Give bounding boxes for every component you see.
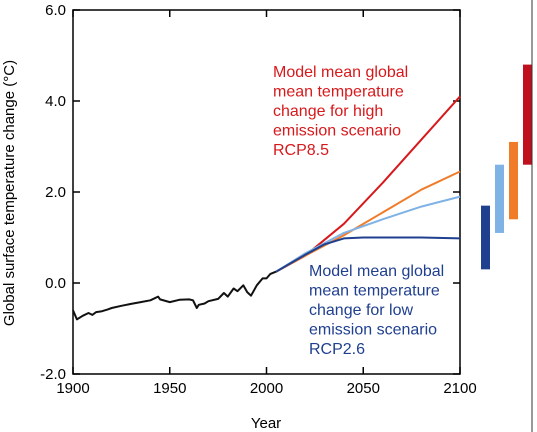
ann-high-line: mean temperature bbox=[273, 84, 404, 101]
ann-low-line: RCP2.6 bbox=[309, 341, 365, 358]
x-tick-label: 1900 bbox=[56, 380, 89, 397]
x-tick-label: 2100 bbox=[443, 380, 476, 397]
series-line-0 bbox=[72, 270, 277, 321]
range-bar-2 bbox=[509, 141, 518, 220]
ann-low-line: emission scenario bbox=[309, 322, 437, 339]
x-tick-label: 1950 bbox=[153, 380, 186, 397]
annotation-high-emission: Model mean global mean temperature change … bbox=[273, 64, 408, 159]
ann-high-line: RCP8.5 bbox=[273, 142, 329, 159]
x-tick-label: 2050 bbox=[347, 380, 380, 397]
y-tick-label: 4.0 bbox=[45, 93, 66, 110]
x-tick-label: 2000 bbox=[250, 380, 283, 397]
ann-high-line: emission scenario bbox=[273, 123, 401, 140]
series-line-3 bbox=[275, 195, 461, 273]
series-layer bbox=[72, 95, 461, 321]
range-bar-0 bbox=[481, 205, 490, 270]
range-bar-1 bbox=[495, 164, 504, 233]
y-axis-label: Global surface temperature change (°C) bbox=[1, 60, 18, 326]
ann-low-line: Model mean global bbox=[309, 263, 444, 280]
y-tick-label: -2.0 bbox=[40, 366, 66, 383]
ann-low-line: change for low bbox=[309, 302, 414, 319]
ann-low-line: mean temperature bbox=[309, 283, 440, 300]
y-tick-label: 6.0 bbox=[45, 2, 66, 19]
y-tick-label: 2.0 bbox=[45, 184, 66, 201]
range-bars bbox=[481, 64, 532, 270]
annotation-low-emission: Model mean global mean temperature change … bbox=[309, 263, 444, 358]
y-tick-label: 0.0 bbox=[45, 275, 66, 292]
series-line-4 bbox=[275, 236, 461, 273]
axis-ticks: 1900 1950 2000 2050 2100 -2.0 0.0 2.0 4.0 6.0 bbox=[40, 2, 477, 397]
range-bar-3 bbox=[523, 64, 532, 165]
ann-high-line: change for high bbox=[273, 103, 383, 120]
x-axis-label: Year bbox=[251, 415, 281, 432]
ann-high-line: Model mean global bbox=[273, 64, 408, 81]
